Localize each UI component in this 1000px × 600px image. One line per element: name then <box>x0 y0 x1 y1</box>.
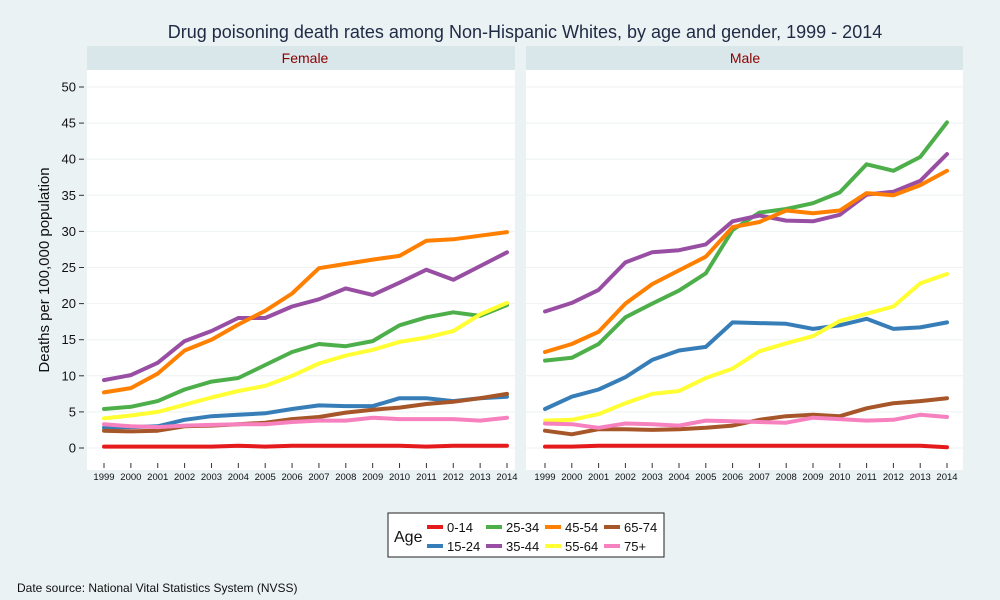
x-tick-label: 2006 <box>722 472 743 483</box>
x-tick-label: 2002 <box>174 472 195 483</box>
x-tick-label: 1999 <box>93 472 114 483</box>
series-line-female-35-44 <box>102 250 509 383</box>
x-tick-label: 2000 <box>561 472 582 483</box>
x-tick-label: 2005 <box>255 472 276 483</box>
x-tick-label: 2001 <box>588 472 609 483</box>
x-tick-label: 2014 <box>496 472 517 483</box>
x-tick-label: 2014 <box>936 472 957 483</box>
series-line-male-15-24 <box>543 316 949 411</box>
y-tick-labels: 0 5 10 15 20 25 30 35 40 45 50 <box>62 80 84 456</box>
x-tick-label: 2012 <box>443 472 464 483</box>
series-line-male-45-54 <box>543 168 949 354</box>
y-tick-label: 45 <box>62 116 76 131</box>
legend-label-35-44: 35-44 <box>506 539 539 554</box>
panel-female-header <box>87 46 515 70</box>
x-tick-label: 2011 <box>856 472 876 483</box>
legend-items: 0-14 15-24 25-34 35-44 45-54 55-64 65-74 75+ <box>427 520 657 554</box>
series-line-male-0-14 <box>543 443 949 450</box>
y-tick-label: 20 <box>62 296 76 311</box>
y-tick-label: 0 <box>69 441 76 456</box>
x-tick-label: 2010 <box>829 472 850 483</box>
y-tick-label: 25 <box>62 260 76 275</box>
y-tick-label: 40 <box>62 152 76 167</box>
x-tick-label: 2013 <box>910 472 931 483</box>
series-line-female-15-24 <box>102 394 509 430</box>
series-line-female-65-74 <box>102 391 509 434</box>
x-tick-label: 2006 <box>281 472 302 483</box>
panel-female-title: Female <box>282 50 329 66</box>
legend-title: Age <box>394 529 423 546</box>
series-lines <box>102 120 949 450</box>
panel-male-header <box>526 46 963 70</box>
source-note: Date source: National Vital Statistics S… <box>17 581 298 595</box>
legend-box <box>387 512 665 558</box>
y-tick-label: 10 <box>62 368 76 383</box>
series-line-female-45-54 <box>102 230 509 395</box>
y-tick-label: 50 <box>62 80 76 95</box>
chart-title: Drug poisoning death rates among Non-His… <box>168 22 882 42</box>
y-tick-label: 35 <box>62 188 76 203</box>
y-tick-label: 5 <box>69 404 76 419</box>
x-tick-label: 2012 <box>883 472 904 483</box>
panel-male-background <box>526 46 963 470</box>
x-tick-labels: 1999 2000 2001 2002 2003 2004 2005 2006 2007 2008… <box>93 463 958 483</box>
x-tick-label: 2000 <box>120 472 141 483</box>
series-line-male-55-64 <box>543 272 949 423</box>
y-axis-label: Deaths per 100,000 population <box>36 167 53 372</box>
x-tick-label: 2001 <box>147 472 168 483</box>
x-tick-label: 2004 <box>228 472 249 483</box>
legend-label-65-74: 65-74 <box>624 520 657 535</box>
x-tick-label: 2004 <box>668 472 689 483</box>
x-tick-label: 2005 <box>695 472 716 483</box>
series-line-male-75+ <box>543 412 949 430</box>
x-tick-label: 2007 <box>308 472 329 483</box>
x-tick-label: 2007 <box>749 472 770 483</box>
series-line-female-25-34 <box>102 303 509 411</box>
x-tick-label: 1999 <box>534 472 555 483</box>
legend: Age 0-14 15-24 25-34 35-44 45-54 55-64 65-74 75… <box>387 512 665 558</box>
x-tick-label: 2013 <box>470 472 491 483</box>
x-tick-label: 2008 <box>776 472 797 483</box>
legend-label-45-54: 45-54 <box>565 520 598 535</box>
series-line-female-0-14 <box>102 443 509 449</box>
y-tick-label: 30 <box>62 224 76 239</box>
legend-label-75+: 75+ <box>624 539 646 554</box>
x-tick-label: 2003 <box>642 472 663 483</box>
legend-label-55-64: 55-64 <box>565 539 598 554</box>
x-tick-label: 2009 <box>362 472 383 483</box>
x-tick-label: 2009 <box>802 472 823 483</box>
legend-label-15-24: 15-24 <box>447 539 480 554</box>
x-tick-label: 2003 <box>201 472 222 483</box>
panel-male-title: Male <box>730 50 761 66</box>
y-tick-label: 15 <box>62 332 76 347</box>
x-tick-label: 2011 <box>416 472 436 483</box>
series-line-female-75+ <box>102 415 509 430</box>
x-tick-label: 2002 <box>615 472 636 483</box>
legend-label-0-14: 0-14 <box>447 520 473 535</box>
legend-label-25-34: 25-34 <box>506 520 539 535</box>
x-tick-label: 2010 <box>389 472 410 483</box>
series-line-female-55-64 <box>102 300 509 421</box>
x-tick-label: 2008 <box>335 472 356 483</box>
series-line-male-25-34 <box>543 120 949 363</box>
